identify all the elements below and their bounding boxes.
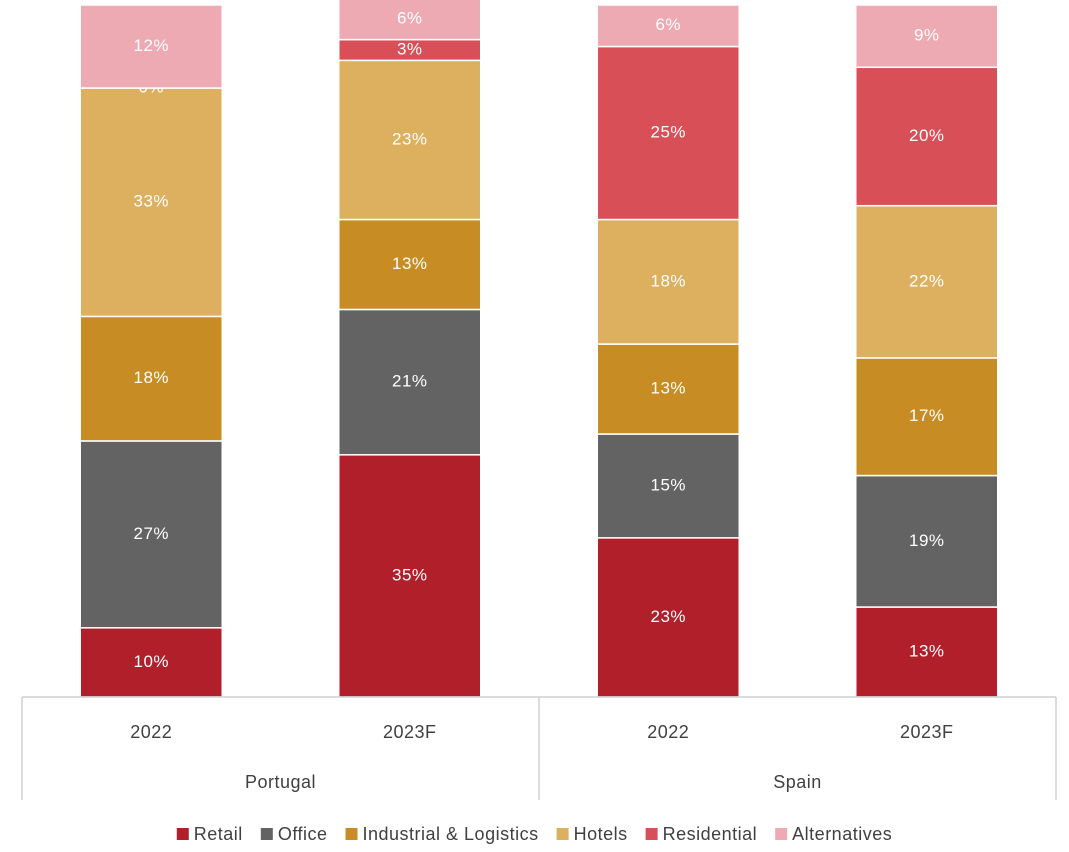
x-tick-label: 2023F — [383, 722, 437, 742]
bar-segment — [596, 433, 740, 539]
data-label: 19% — [909, 531, 945, 550]
group-label: Portugal — [245, 772, 316, 792]
data-label: 17% — [909, 406, 945, 425]
data-label: 35% — [392, 565, 428, 584]
bar-segment — [596, 4, 740, 48]
data-label: 18% — [650, 271, 686, 290]
bar-segment — [855, 357, 999, 477]
data-label: 6% — [655, 15, 681, 34]
bar-segment — [338, 218, 482, 311]
bar-segment — [855, 606, 999, 698]
x-tick-label: 2023F — [900, 722, 954, 742]
data-label: 13% — [650, 379, 686, 398]
data-label: 6% — [397, 8, 423, 27]
bar-segment — [855, 4, 999, 69]
data-label: 22% — [909, 271, 945, 290]
bar-segment — [79, 87, 223, 318]
legend-swatch — [556, 828, 569, 840]
bar-segment — [338, 0, 482, 41]
data-label: 18% — [133, 368, 169, 387]
bar-segment — [79, 4, 223, 89]
x-tick-label: 2022 — [647, 722, 689, 742]
data-label: 21% — [392, 372, 428, 391]
group-label: Spain — [773, 772, 822, 792]
legend-label: Retail — [194, 824, 243, 844]
bar-segment — [855, 204, 999, 359]
bar-segment — [338, 59, 482, 221]
data-label: 13% — [909, 642, 945, 661]
data-label: 15% — [650, 475, 686, 494]
data-label: 27% — [133, 524, 169, 543]
data-label: 13% — [392, 254, 428, 273]
data-label: 23% — [650, 607, 686, 626]
bar-segment — [79, 627, 223, 698]
bar-segment — [338, 308, 482, 456]
bar-segment — [596, 218, 740, 345]
data-label: 3% — [397, 39, 423, 58]
legend-label: Residential — [663, 824, 758, 844]
legend-swatch — [260, 828, 273, 840]
data-label: 33% — [133, 192, 169, 211]
bar-segment — [79, 440, 223, 629]
data-label: 12% — [133, 36, 169, 55]
legend-label: Industrial & Logistics — [363, 824, 539, 844]
data-label: 23% — [392, 129, 428, 148]
legend: Retail Office Industrial & Logistics Hotels… — [176, 824, 892, 844]
x-tick-label: 2022 — [130, 722, 172, 742]
data-label: 20% — [909, 126, 945, 145]
bar-segment — [855, 474, 999, 608]
legend-label: Alternatives — [792, 824, 892, 844]
legend-swatch — [345, 828, 358, 840]
data-label: 10% — [133, 652, 169, 671]
legend-label: Hotels — [574, 824, 628, 844]
legend-swatch — [775, 828, 788, 840]
data-label: 25% — [650, 123, 686, 142]
data-label: 9% — [914, 26, 940, 45]
bar-segment — [596, 537, 740, 698]
legend-swatch — [176, 828, 189, 840]
bar-segment — [596, 45, 740, 221]
bar-segment — [338, 454, 482, 698]
legend-swatch — [645, 828, 658, 840]
legend-label: Office — [278, 824, 328, 844]
